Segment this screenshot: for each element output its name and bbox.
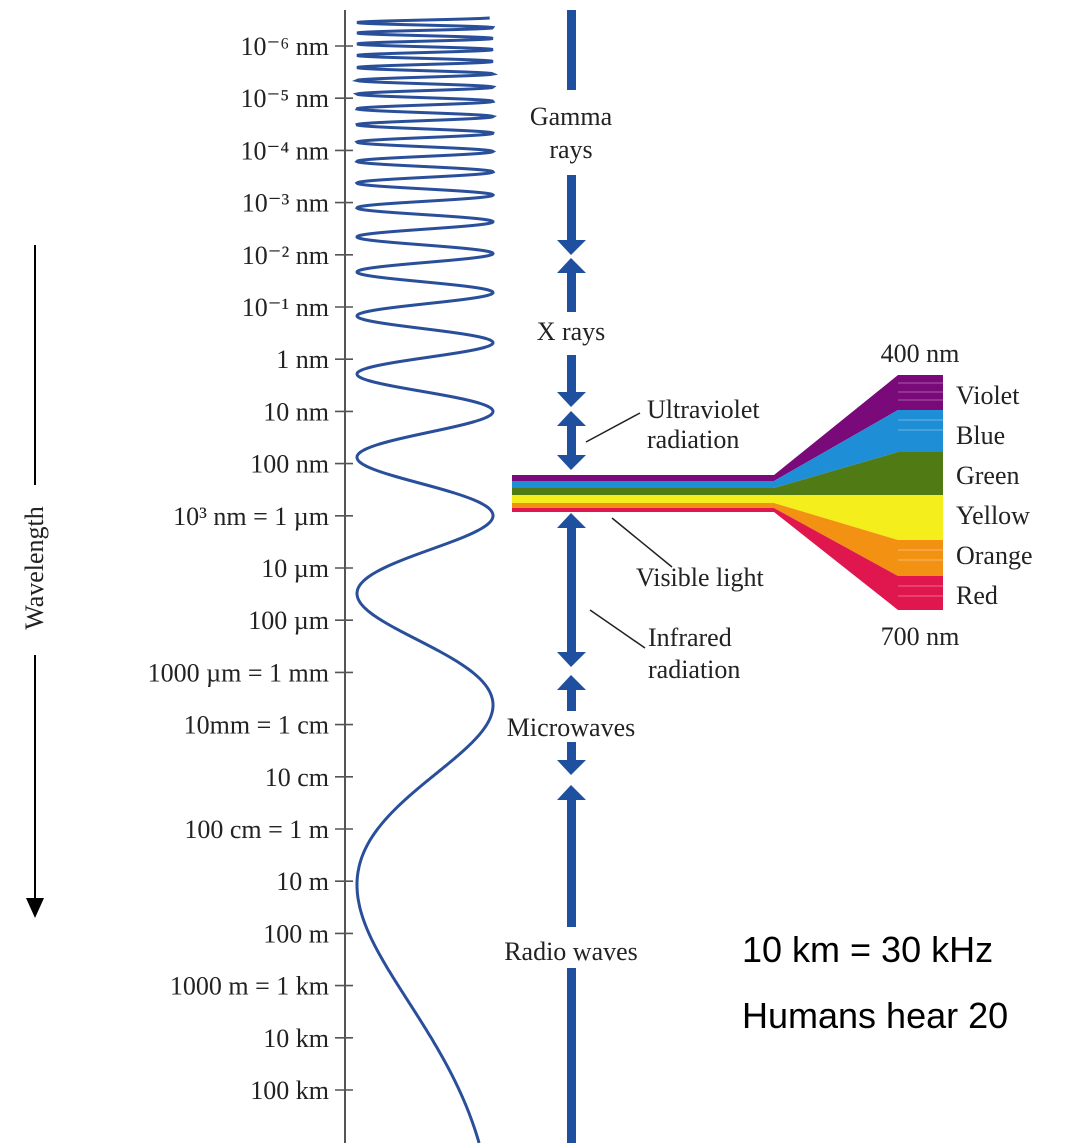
scale-tick-label: 100 km <box>250 1076 329 1105</box>
ir-arrow-down <box>557 652 586 667</box>
scale-tick-label: 100 m <box>263 919 329 948</box>
color-label-violet: Violet <box>956 381 1020 410</box>
gamma-arrow-down <box>557 240 586 255</box>
scale-tick-label: 1 nm <box>276 345 329 374</box>
microwave-arrow-down <box>557 760 586 775</box>
spectrum-top-label: 400 nm <box>881 339 960 368</box>
xrays-label: X rays <box>537 317 606 346</box>
radio-arrow-up <box>557 785 586 800</box>
xrays-bar-bottom <box>567 355 576 395</box>
spectrum-fan-blue <box>774 410 943 488</box>
scale-tick-label: 100 cm = 1 m <box>184 815 329 844</box>
ir-label-line1: Infrared <box>648 623 732 652</box>
spectrum-fan-orange <box>774 503 943 576</box>
gamma-label-line2: rays <box>549 135 592 164</box>
color-label-yellow: Yellow <box>956 501 1030 530</box>
leader-lines <box>585 412 673 649</box>
radio-bar-bottom <box>567 968 576 1143</box>
xrays-arrow-up <box>557 258 586 273</box>
ir-bar <box>567 527 576 655</box>
wavelength-wave-curve <box>351 16 499 1143</box>
wavelength-indicator: Wavelength <box>20 245 49 918</box>
scale-tick-label: 10 µm <box>261 554 329 583</box>
spectrum-bar-blue <box>512 481 774 488</box>
scale-tick-label: 10⁻¹ nm <box>242 293 329 322</box>
spectrum-bottom-label: 700 nm <box>881 622 960 651</box>
scale-ticks: 10⁻⁶ nm 10⁻⁵ nm 10⁻⁴ nm 10⁻³ nm 10⁻² nm 10⁻¹ … <box>148 32 353 1105</box>
scale-tick-label: 1000 µm = 1 mm <box>148 658 329 687</box>
gamma-bar-bottom <box>567 175 576 243</box>
ir-arrow-up <box>557 513 586 528</box>
scale-tick-label: 10⁻⁴ nm <box>240 136 329 165</box>
uv-arrow-down <box>557 455 586 470</box>
uv-leader-line <box>585 412 641 443</box>
scale-tick-label: 10⁻⁵ nm <box>240 84 329 113</box>
gamma-label-line1: Gamma <box>530 102 613 131</box>
wavelength-arrow-head <box>26 898 44 918</box>
uv-bar <box>567 425 576 458</box>
color-label-red: Red <box>956 581 998 610</box>
uv-label-line1: Ultraviolet <box>647 395 760 424</box>
scale-tick-label: 10 nm <box>263 397 329 426</box>
color-label-orange: Orange <box>956 541 1033 570</box>
scale-tick-label: 10 km <box>263 1024 329 1053</box>
band-arrow-column <box>557 10 586 1143</box>
visible-leader-line <box>611 517 673 568</box>
scale-tick-label: 10³ nm = 1 µm <box>173 502 329 531</box>
scale-tick-label: 10 cm <box>265 763 329 792</box>
color-label-green: Green <box>956 461 1020 490</box>
color-label-blue: Blue <box>956 421 1005 450</box>
spectrum-fan-red <box>774 508 943 610</box>
xrays-bar-top <box>567 272 576 312</box>
band-labels: Gamma rays X rays Ultraviolet radiation … <box>504 102 764 966</box>
scale-tick-label: 100 nm <box>250 450 329 479</box>
note-line-1: 10 km = 30 kHz <box>742 929 993 970</box>
wavelength-label: Wavelength <box>20 506 49 630</box>
scale-tick-label: 10⁻² nm <box>242 241 329 270</box>
scale-tick-label: 1000 m = 1 km <box>170 972 329 1001</box>
scale-tick-label: 10⁻⁶ nm <box>240 32 329 61</box>
spectrum-labels: 400 nm 700 nm Violet Blue Green Yellow O… <box>881 339 1033 651</box>
note-line-2: Humans hear 20 <box>742 995 1008 1036</box>
spectrum-fan-stripes <box>898 382 943 597</box>
scale-tick-label: 10⁻³ nm <box>242 189 329 218</box>
uv-arrow-up <box>557 411 586 426</box>
spectrum-bar-orange <box>512 503 774 508</box>
radio-bar-top <box>567 799 576 927</box>
visible-label: Visible light <box>636 563 764 592</box>
scale-tick-label: 10 m <box>276 867 329 896</box>
radio-label: Radio waves <box>504 937 638 966</box>
microwave-arrow-up <box>557 675 586 690</box>
microwave-bar-top <box>567 689 576 711</box>
spectrum-bar-violet <box>512 475 774 481</box>
gamma-bar-top <box>567 10 576 90</box>
scale-tick-label: 100 µm <box>248 606 329 635</box>
scale-tick-label: 10mm = 1 cm <box>184 711 329 740</box>
spectrum-bar-green <box>512 488 774 495</box>
ir-label-line2: radiation <box>648 655 740 684</box>
microwave-bar-bottom <box>567 742 576 762</box>
xrays-arrow-down <box>557 392 586 407</box>
spectrum-bar-yellow <box>512 495 774 503</box>
spectrum-fan-yellow <box>774 495 943 540</box>
visible-spectrum <box>512 375 943 610</box>
spectrum-fan-violet <box>774 375 943 481</box>
microwaves-label: Microwaves <box>507 713 636 742</box>
spectrum-bar-red <box>512 508 774 512</box>
ir-leader-line <box>589 609 646 649</box>
uv-label-line2: radiation <box>647 425 739 454</box>
spectrum-fan-green <box>774 452 943 495</box>
